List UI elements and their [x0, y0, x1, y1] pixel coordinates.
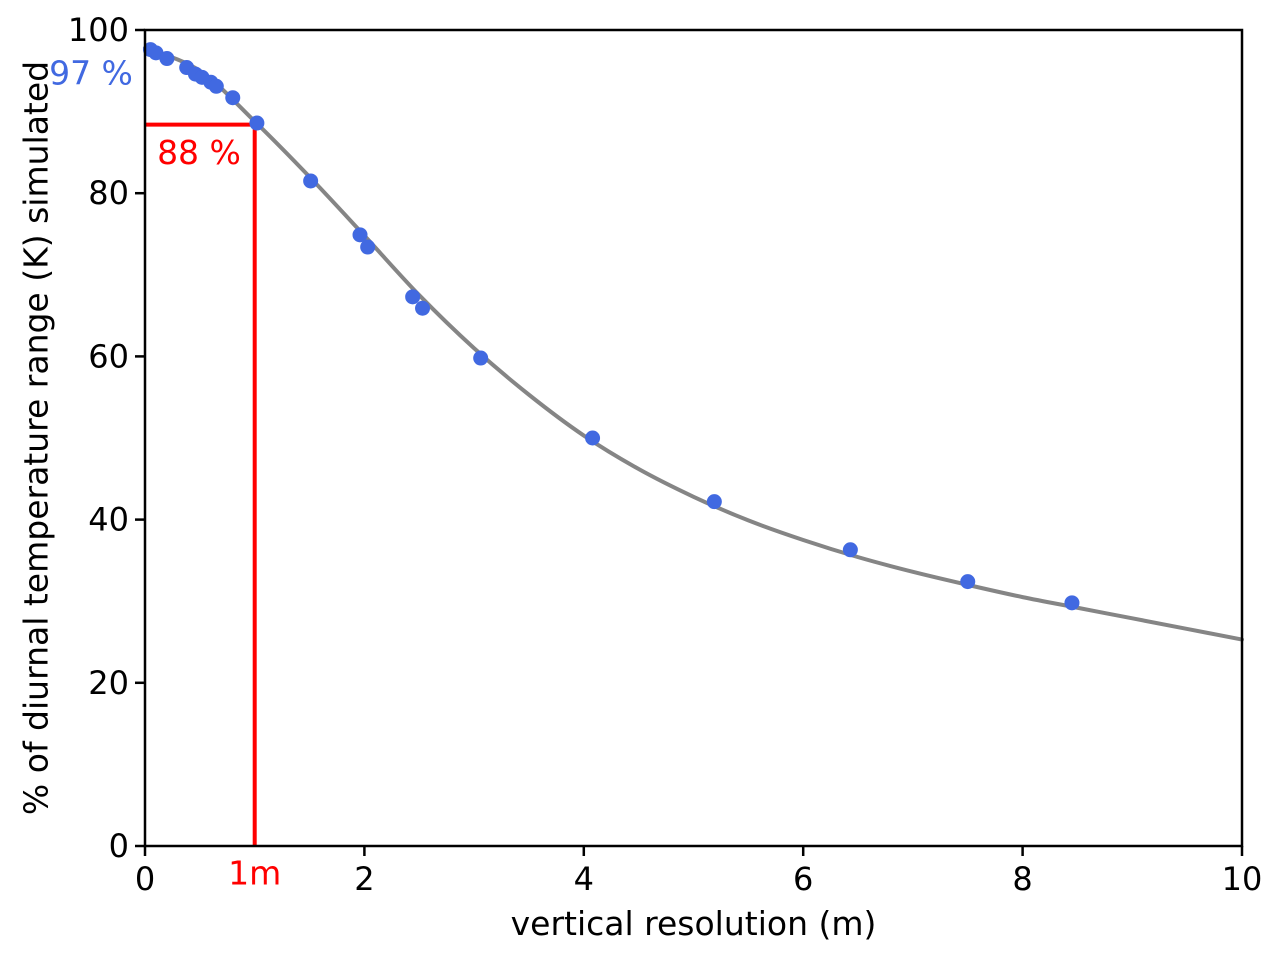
- data-point: [585, 430, 601, 446]
- axis-ticks: [135, 28, 1244, 856]
- scatter-points: [142, 42, 1080, 611]
- data-point: [352, 227, 368, 243]
- plot-frame: [143, 28, 1244, 848]
- data-point: [249, 115, 265, 131]
- x-tick-label: 8: [1012, 860, 1032, 898]
- data-point: [208, 78, 224, 94]
- annotation-88-percent: 88 %: [157, 133, 241, 172]
- data-point: [360, 239, 376, 255]
- x-tick-label: 10: [1222, 860, 1263, 898]
- y-axis-label: % of diurnal temperature range (K) simul…: [17, 61, 56, 815]
- data-point: [159, 51, 175, 67]
- x-tick-label: 2: [354, 860, 374, 898]
- y-tick-label: 100: [68, 11, 129, 49]
- x-axis-label: vertical resolution (m): [511, 904, 877, 943]
- data-point: [225, 90, 241, 106]
- data-point: [473, 350, 489, 366]
- annotation-97-percent: 97 %: [49, 54, 133, 93]
- data-point: [706, 494, 722, 510]
- x-tick-label: 0: [135, 860, 155, 898]
- data-point: [303, 173, 319, 189]
- y-tick-label: 40: [88, 501, 129, 539]
- y-tick-label: 0: [109, 827, 129, 865]
- fit-curve: [143, 45, 1244, 642]
- x-tick-label: 4: [574, 860, 594, 898]
- x-tick-label: 6: [793, 860, 813, 898]
- data-point: [1064, 595, 1080, 611]
- y-tick-label: 80: [88, 174, 129, 212]
- data-point: [405, 289, 421, 305]
- y-tick-label: 20: [88, 664, 129, 702]
- data-point: [415, 300, 431, 316]
- data-point: [842, 542, 858, 558]
- reference-lines: [145, 122, 257, 846]
- plot-spines: [143, 28, 1244, 848]
- fit-curve-path: [143, 45, 1244, 642]
- annotation-1m: 1m: [228, 853, 281, 892]
- data-point: [960, 574, 976, 590]
- y-tick-label: 60: [88, 337, 129, 375]
